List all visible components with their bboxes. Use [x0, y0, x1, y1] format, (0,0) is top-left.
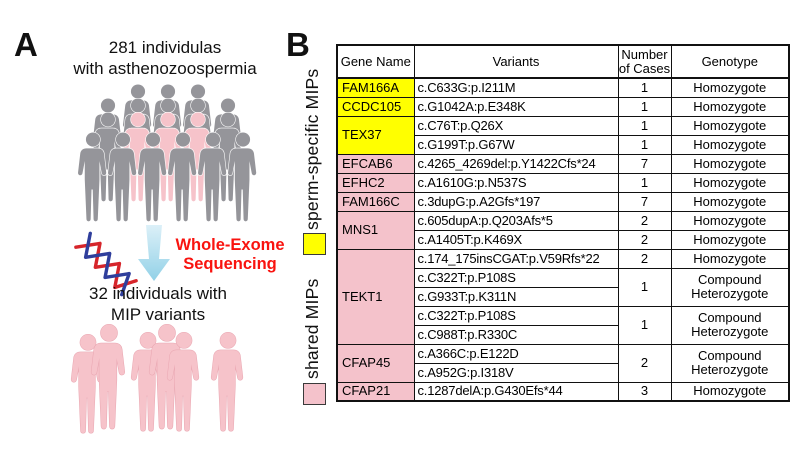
cases-cell: 1: [617, 134, 672, 155]
panel-a-label: A: [14, 26, 38, 63]
variant-cell: c.C322T:p.P108S: [413, 305, 619, 326]
table-row: TEX37 c.C76T:p.Q26X 1 Homozygote: [336, 115, 790, 155]
wes-label-line2: Sequencing: [183, 255, 277, 273]
variant-cell: c.4265_4269del:p.Y1422Cfs*24: [413, 153, 619, 174]
header-number-of-cases: Number of Cases: [617, 44, 672, 79]
header-gene-name: Gene Name: [336, 44, 415, 79]
cases-cell: 1: [617, 96, 672, 117]
panel-b-label: B: [286, 26, 310, 63]
genotype-cell: Homozygote: [670, 172, 790, 193]
variant-cell: c.G199T:p.G67W: [413, 134, 619, 155]
person-icon-affected: [90, 324, 126, 430]
cases-cell: 2: [617, 248, 672, 269]
variant-cell: c.A952G:p.I318V: [413, 362, 619, 383]
crowd-illustration: [77, 84, 257, 222]
table-row: FAM166C c.3dupG:p.A2Gfs*197 7 Homozygote: [336, 191, 790, 212]
gene-cell: EFHC2: [336, 172, 415, 193]
cases-cell: 1: [617, 305, 672, 345]
table-row: FAM166A c.C633G:p.I211M 1 Homozygote: [336, 77, 790, 98]
genotype-cell: Homozygote: [670, 229, 790, 250]
mip-table: Gene Name Variants Number of Cases Genot…: [336, 44, 790, 402]
category-swatch-yellow: [303, 233, 326, 255]
cohort-caption: 281 individulas with asthenozoospermia: [35, 37, 295, 79]
gene-cell: CCDC105: [336, 96, 415, 117]
table-row: CFAP45 c.A366C:p.E122D 2 Compound Hetero…: [336, 343, 790, 383]
dna-icon: [74, 231, 138, 297]
variant-cell: c.G933T:p.K311N: [413, 286, 619, 307]
variant-cell: c.A1610G:p.N537S: [413, 172, 619, 193]
variant-cell: c.C76T:p.Q26X: [413, 115, 619, 136]
cases-cell: 2: [617, 210, 672, 231]
affected-group-illustration: [70, 324, 244, 434]
variant-cell: c.C988T:p.R330C: [413, 324, 619, 345]
cohort-caption-line1: 281 individulas: [108, 38, 222, 57]
variant-cell: c.A1405T:p.K469X: [413, 229, 619, 250]
table-row: c.C322T:p.P108S 1 Compound Heterozygote: [337, 305, 790, 345]
table-row: c.A1405T:p.K469X 2 Homozygote: [337, 229, 790, 250]
genotype-cell: Homozygote: [670, 96, 790, 117]
genotype-cell: Homozygote: [670, 210, 790, 231]
table-row: EFHC2 c.A1610G:p.N537S 1 Homozygote: [336, 172, 790, 193]
arrow-down-icon: [138, 225, 170, 281]
table-row: TEKT1 c.174_175insCGAT:p.V59Rfs*22 2 Hom…: [336, 248, 790, 345]
wes-label: Whole-Exome Sequencing: [168, 236, 292, 274]
category-label-shared: shared MIPs: [302, 278, 322, 379]
table-row: CCDC105 c.G1042A:p.E348K 1 Homozygote: [336, 96, 790, 117]
gene-cell: TEKT1: [336, 248, 415, 345]
table-row: c.C988T:p.R330C: [337, 324, 789, 345]
genotype-cell: Homozygote: [670, 134, 790, 155]
variant-cell: c.G1042A:p.E348K: [413, 96, 619, 117]
variant-cell: c.605dupA:p.Q203Afs*5: [413, 210, 619, 231]
genotype-cell: Homozygote: [670, 115, 790, 136]
cohort-caption-line2: with asthenozoospermia: [73, 59, 257, 78]
variant-cell: c.174_175insCGAT:p.V59Rfs*22: [413, 248, 619, 269]
person-icon-affected: [210, 332, 244, 432]
genotype-cell: Compound Heterozygote: [670, 267, 790, 307]
variant-cell: c.3dupG:p.A2Gfs*197: [413, 191, 619, 212]
genotype-cell: Homozygote: [670, 153, 790, 174]
variant-cohort-caption: 32 individuals with MIP variants: [27, 283, 289, 325]
cases-cell: 1: [617, 172, 672, 193]
gene-cell: MNS1: [336, 210, 415, 250]
variant-cohort-caption-line2: MIP variants: [110, 305, 206, 324]
genotype-cell: Homozygote: [670, 191, 790, 212]
genotype-cell: Homozygote: [670, 248, 790, 269]
table-row: c.G199T:p.G67W 1 Homozygote: [337, 134, 790, 155]
table-header-row: Gene Name Variants Number of Cases Genot…: [336, 44, 790, 79]
gene-cell: FAM166A: [336, 77, 415, 98]
gene-cell: CFAP45: [336, 343, 415, 383]
variant-cell: c.A366C:p.E122D: [413, 343, 619, 364]
category-swatch-pink: [303, 383, 326, 405]
cases-cell: 7: [617, 153, 672, 174]
genotype-cell: Compound Heterozygote: [670, 305, 790, 345]
cases-cell: 3: [617, 381, 672, 402]
cases-cell: 2: [617, 343, 672, 383]
cases-cell: 1: [617, 115, 672, 136]
gene-cell: FAM166C: [336, 191, 415, 212]
cases-cell: 1: [617, 267, 672, 307]
genotype-cell: Compound Heterozygote: [670, 343, 790, 383]
cases-cell: 1: [617, 77, 672, 98]
table-row: MNS1 c.605dupA:p.Q203Afs*5 2 Homozygote: [336, 210, 790, 250]
gene-cell: CFAP21: [336, 381, 415, 402]
variant-cell: c.C633G:p.I211M: [413, 77, 619, 98]
cases-cell: 2: [617, 229, 672, 250]
table-row: CFAP21 c.1287delA:p.G430Efs*44 3 Homozyg…: [336, 381, 790, 402]
header-genotype: Genotype: [670, 44, 790, 79]
variant-cell: c.C322T:p.P108S: [413, 267, 619, 288]
genotype-cell: Homozygote: [670, 381, 790, 402]
table-row: c.C322T:p.P108S 1 Compound Heterozygote: [337, 267, 790, 307]
gene-cell: EFCAB6: [336, 153, 415, 174]
table-row: EFCAB6 c.4265_4269del:p.Y1422Cfs*24 7 Ho…: [336, 153, 790, 174]
table-row: c.G933T:p.K311N: [337, 286, 789, 307]
variant-cohort-caption-line1: 32 individuals with: [89, 284, 227, 303]
wes-label-line1: Whole-Exome: [175, 236, 285, 254]
category-label-sperm-specific: sperm-specific MIPs: [302, 68, 322, 230]
gene-cell: TEX37: [336, 115, 415, 155]
variant-cell: c.1287delA:p.G430Efs*44: [413, 381, 619, 402]
cases-cell: 7: [617, 191, 672, 212]
header-variants: Variants: [413, 44, 619, 79]
genotype-cell: Homozygote: [670, 77, 790, 98]
